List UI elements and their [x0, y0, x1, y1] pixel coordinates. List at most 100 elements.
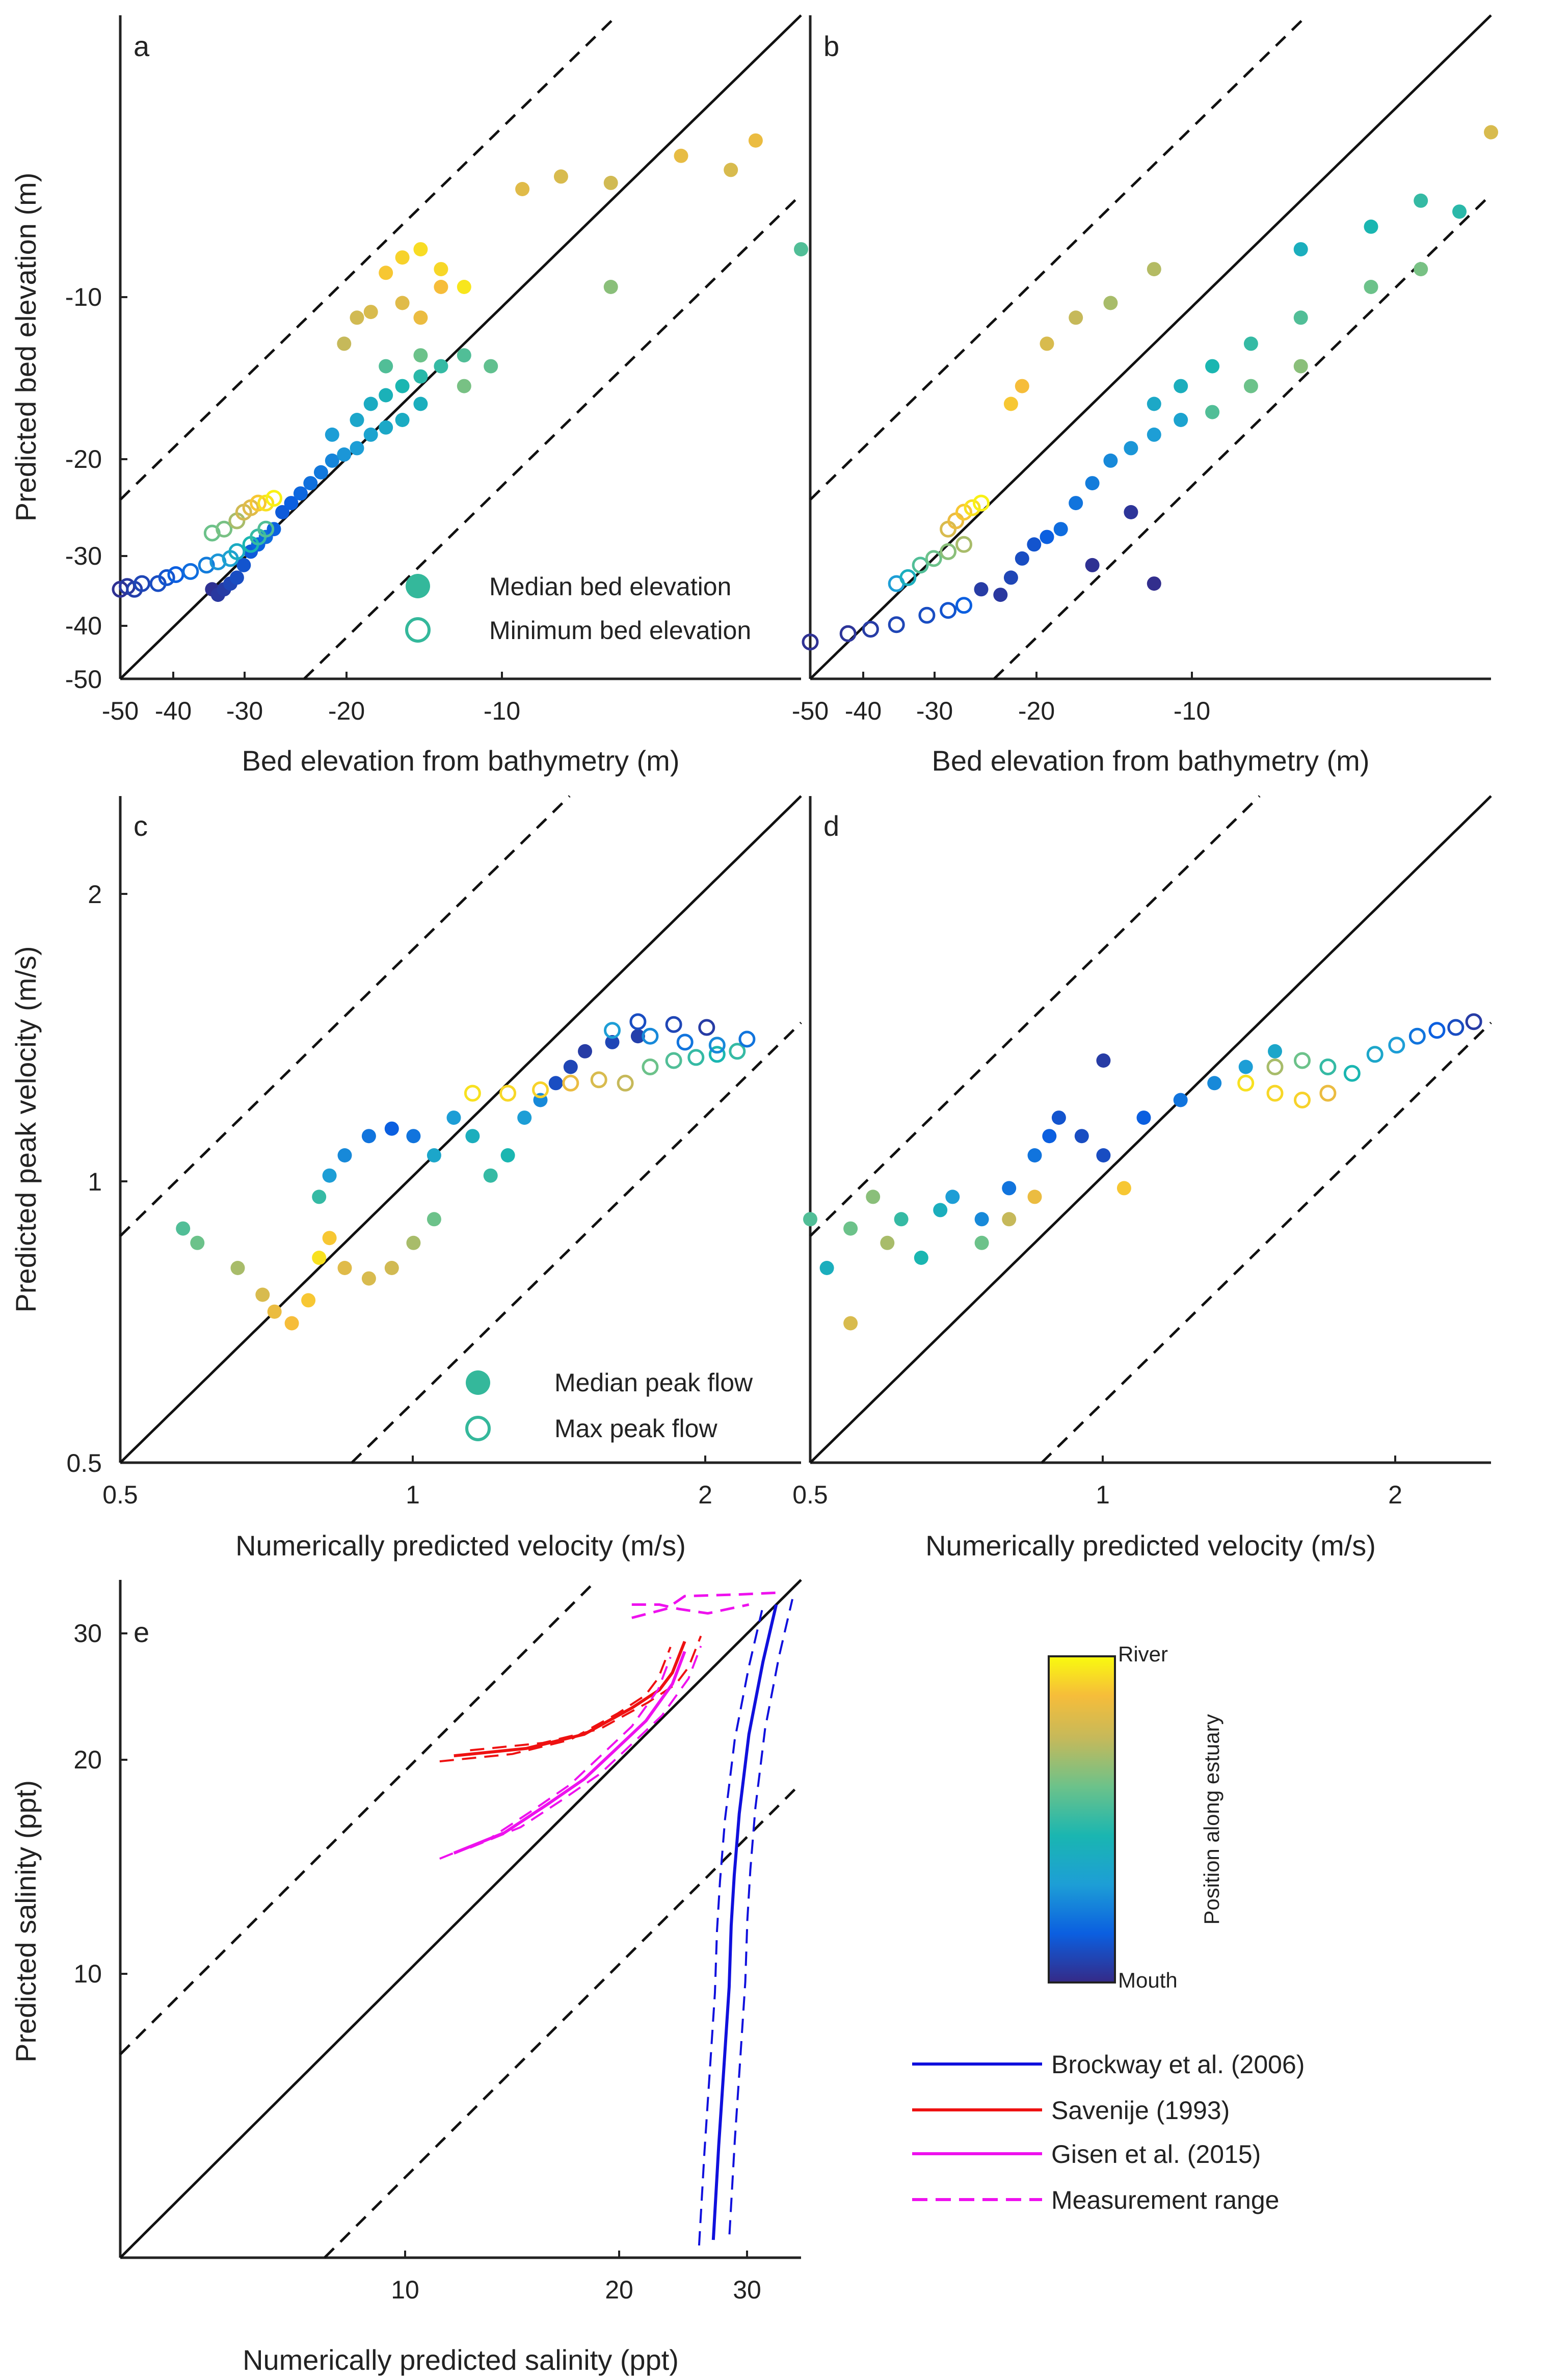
median-point [1040, 530, 1054, 544]
panel-b-xtick: -20 [1018, 697, 1055, 725]
median-point [1069, 496, 1083, 511]
median-point [974, 1235, 989, 1250]
panel-a-label: a [134, 30, 150, 62]
panel-c-xtick: 1 [406, 1480, 420, 1509]
colorbar-title: Position along estuary [1200, 1714, 1223, 1924]
median-point [379, 359, 393, 374]
open-point [228, 543, 246, 560]
panel-e-xtick: 10 [391, 2276, 419, 2304]
panel-d-xtick: 1 [1096, 1480, 1110, 1509]
panel-a-x-label: Bed elevation from bathymetry (m) [242, 745, 680, 777]
open-point [134, 575, 150, 592]
one-to-one-line [119, 1579, 802, 2259]
panel-a-xtick: -50 [102, 697, 139, 725]
median-point [819, 1261, 834, 1275]
median-point [563, 1060, 578, 1074]
open-point [1266, 1059, 1284, 1075]
upper-bound-line [809, 795, 1261, 1237]
open-point [918, 606, 936, 624]
median-point [1085, 476, 1100, 491]
lower-bound-line [1041, 1021, 1492, 1464]
measurement-range-line [631, 1591, 777, 1619]
panel-c: c 0.5 1 2 0.5 1 2 Numerically predicted … [10, 795, 802, 1562]
median-point [255, 1287, 270, 1302]
panel-b-xtick: -10 [1174, 697, 1210, 725]
median-point [1040, 336, 1054, 351]
median-point [363, 396, 378, 411]
panel-a-xtick: -10 [484, 697, 520, 725]
median-point [1484, 125, 1498, 140]
median-point [284, 1316, 299, 1331]
panel-e-y-label: Predicted salinity (ppt) [10, 1780, 42, 2062]
median-point [484, 359, 498, 374]
median-point [674, 148, 688, 163]
panel-b-x-label: Bed elevation from bathymetry (m) [932, 745, 1370, 777]
median-point [284, 496, 299, 511]
upper-bound-line [119, 14, 619, 501]
median-point [866, 1189, 881, 1204]
median-point [1364, 219, 1378, 234]
open-point [464, 1085, 481, 1102]
legend-gisen: Gisen et al. (2015) [1051, 2140, 1261, 2169]
open-point [216, 520, 233, 538]
panel-c-reference-lines [119, 795, 802, 1464]
median-point [384, 1121, 399, 1136]
gisen-line [453, 1651, 686, 1855]
open-point [708, 1046, 726, 1063]
legend-median-peak-flow: Median peak flow [554, 1368, 753, 1397]
panel-d-xtick: 0.5 [792, 1480, 828, 1509]
median-point [1136, 1110, 1151, 1125]
panel-a: a -50 -40 -30 -20 -10 -10 -20 -30 -40 -5… [10, 14, 808, 777]
median-point [517, 1110, 532, 1125]
median-point [1027, 1189, 1042, 1204]
panel-d-points [803, 1013, 1482, 1331]
open-point [257, 520, 275, 538]
median-point [843, 1316, 858, 1331]
median-point [312, 1189, 327, 1204]
median-point [337, 336, 352, 351]
open-point [562, 1074, 579, 1092]
panel-a-y-label: Predicted bed elevation (m) [10, 173, 42, 522]
panel-a-ytick: -30 [65, 542, 102, 570]
open-point [708, 1037, 726, 1054]
median-point [176, 1221, 191, 1236]
median-point [1268, 1044, 1282, 1059]
upper-bound-line [809, 14, 1309, 501]
open-point [1428, 1022, 1446, 1039]
median-point [236, 558, 251, 572]
open-point [839, 625, 857, 642]
median-point [553, 169, 568, 184]
open-point [940, 602, 957, 619]
open-point [1319, 1085, 1337, 1102]
open-point [642, 1059, 659, 1075]
colorbar-gradient [1048, 1655, 1116, 1984]
panel-a-legend: Median bed elevation Minimum bed elevati… [405, 572, 751, 645]
median-point [363, 427, 378, 442]
median-point [500, 1148, 515, 1162]
panel-a-x-ticks: -50 -40 -30 -20 -10 [102, 672, 520, 725]
median-point [724, 163, 738, 177]
median-point [427, 1212, 441, 1227]
median-point [1414, 262, 1428, 277]
panel-b-xtick: -30 [916, 697, 953, 725]
open-point [590, 1071, 607, 1089]
median-point [1074, 1129, 1089, 1144]
open-point [1237, 1074, 1255, 1092]
median-point [427, 1148, 441, 1162]
panel-c-xtick: 0.5 [102, 1480, 138, 1509]
median-point [1015, 379, 1029, 393]
panel-b-points [802, 125, 1498, 651]
panel-e-xtick: 20 [605, 2276, 633, 2304]
median-point [457, 280, 471, 294]
open-point [1266, 1085, 1284, 1102]
median-point [1042, 1129, 1057, 1144]
colorbar-bottom-label: Mouth [1118, 1968, 1178, 1992]
panel-e-x-ticks: 10 20 30 [391, 2251, 761, 2304]
median-point [803, 1212, 817, 1227]
median-point [361, 1271, 376, 1286]
median-point [1147, 396, 1161, 411]
median-point [434, 359, 448, 374]
median-point [974, 1212, 989, 1227]
panel-e-lines [439, 1591, 793, 2246]
median-point [395, 250, 410, 265]
